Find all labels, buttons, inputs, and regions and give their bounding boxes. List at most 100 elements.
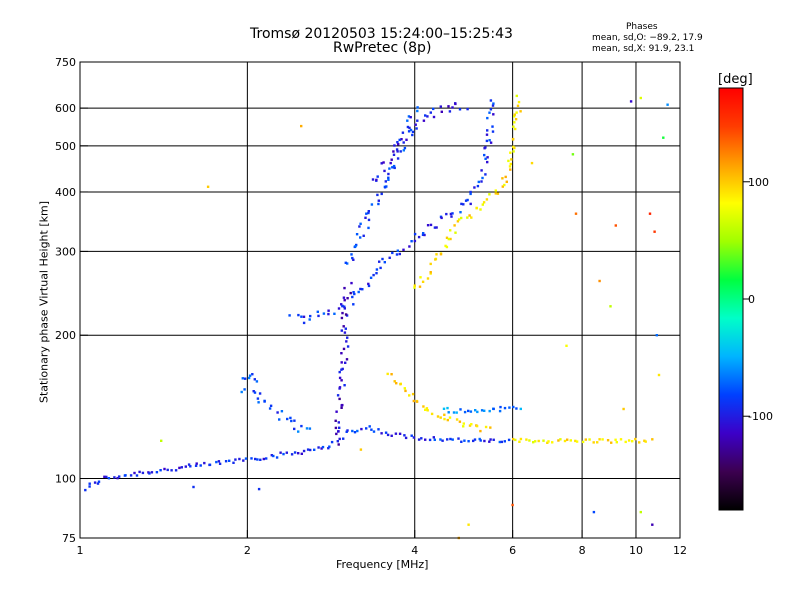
echo-point — [417, 438, 421, 441]
echo-point — [486, 160, 489, 164]
echo-point — [280, 410, 284, 413]
echo-point — [174, 469, 178, 472]
echo-point — [443, 417, 446, 421]
echo-point — [408, 394, 411, 397]
echo-point — [397, 143, 400, 146]
echo-point — [501, 177, 504, 180]
echo-point — [622, 407, 625, 411]
echo-point — [592, 441, 595, 444]
echo-point — [340, 352, 343, 355]
echo-point — [297, 430, 300, 433]
echo-point — [507, 159, 510, 163]
echo-point — [488, 111, 491, 114]
echo-point — [166, 468, 169, 472]
echo-point — [407, 130, 411, 133]
echo-point — [262, 457, 265, 461]
echo-point — [398, 432, 402, 435]
echo-point — [406, 119, 409, 122]
echo-point — [217, 460, 221, 463]
echo-point — [254, 457, 257, 461]
echo-point — [614, 224, 617, 227]
echo-point — [489, 438, 492, 441]
echo-point — [338, 387, 341, 390]
echo-point — [459, 211, 462, 214]
echo-point — [496, 192, 500, 195]
echo-point — [376, 175, 379, 178]
echo-point — [466, 216, 469, 219]
echo-point — [403, 434, 406, 437]
echo-point — [346, 336, 349, 339]
echo-point — [365, 427, 368, 430]
y-tick-label: 400 — [55, 186, 76, 199]
echo-point — [588, 438, 591, 441]
echo-point — [367, 282, 370, 286]
echo-point — [504, 175, 507, 179]
echo-point — [305, 427, 309, 430]
echo-point — [518, 440, 521, 443]
echo-point — [503, 406, 507, 410]
echo-point — [384, 431, 388, 434]
x-tick-label: 2 — [244, 544, 251, 557]
echo-point — [509, 168, 512, 171]
echo-point — [483, 439, 486, 443]
echo-point — [450, 215, 453, 218]
echo-point — [510, 158, 513, 161]
echo-point — [436, 415, 440, 418]
echo-point — [351, 256, 354, 260]
echo-point — [322, 312, 326, 315]
echo-point — [519, 407, 522, 411]
grid-lines — [80, 62, 680, 538]
echo-point — [334, 419, 337, 422]
echo-point — [530, 161, 534, 165]
echo-point — [258, 392, 262, 395]
echo-point — [447, 105, 450, 108]
echo-point — [163, 467, 166, 471]
echo-point — [440, 216, 443, 220]
echo-point — [352, 291, 355, 294]
colorbar-ticks: 100 0 -100 — [743, 176, 773, 423]
echo-point — [498, 409, 502, 413]
echo-point — [475, 206, 478, 210]
echo-point — [383, 169, 386, 173]
echo-point — [380, 192, 383, 196]
echo-point — [584, 438, 587, 441]
echo-point — [232, 461, 235, 464]
echo-point — [478, 437, 481, 441]
echo-point — [375, 272, 378, 275]
echo-point — [412, 399, 415, 403]
echo-point — [439, 253, 443, 256]
echo-point — [574, 212, 578, 215]
echo-point — [460, 216, 463, 220]
echo-point — [444, 244, 447, 248]
echo-point — [432, 436, 435, 439]
echo-point — [341, 304, 344, 308]
echo-point — [192, 485, 195, 489]
echo-point — [416, 119, 419, 122]
echo-point — [446, 438, 449, 441]
echo-point — [361, 288, 364, 291]
echo-point — [369, 276, 373, 279]
echo-point — [337, 430, 340, 433]
echo-point — [279, 451, 282, 454]
echo-point — [462, 203, 465, 206]
echo-point — [459, 408, 462, 411]
echo-point — [615, 441, 618, 444]
echo-point — [557, 439, 560, 442]
echo-point — [509, 162, 512, 166]
echo-point — [651, 523, 654, 526]
echo-point — [352, 258, 355, 261]
echo-point — [343, 307, 346, 310]
echo-point — [449, 229, 452, 232]
echo-point — [240, 390, 243, 394]
echo-point — [422, 405, 425, 408]
echo-point — [480, 409, 484, 412]
echo-point — [563, 439, 567, 443]
echo-point — [148, 472, 151, 475]
echo-point — [498, 440, 501, 444]
echo-point — [309, 448, 312, 452]
echo-point — [488, 409, 491, 413]
echo-point — [392, 153, 396, 156]
echo-point — [358, 225, 361, 228]
y-axis-label: Stationary phase Virtual Height [km] — [37, 200, 51, 404]
